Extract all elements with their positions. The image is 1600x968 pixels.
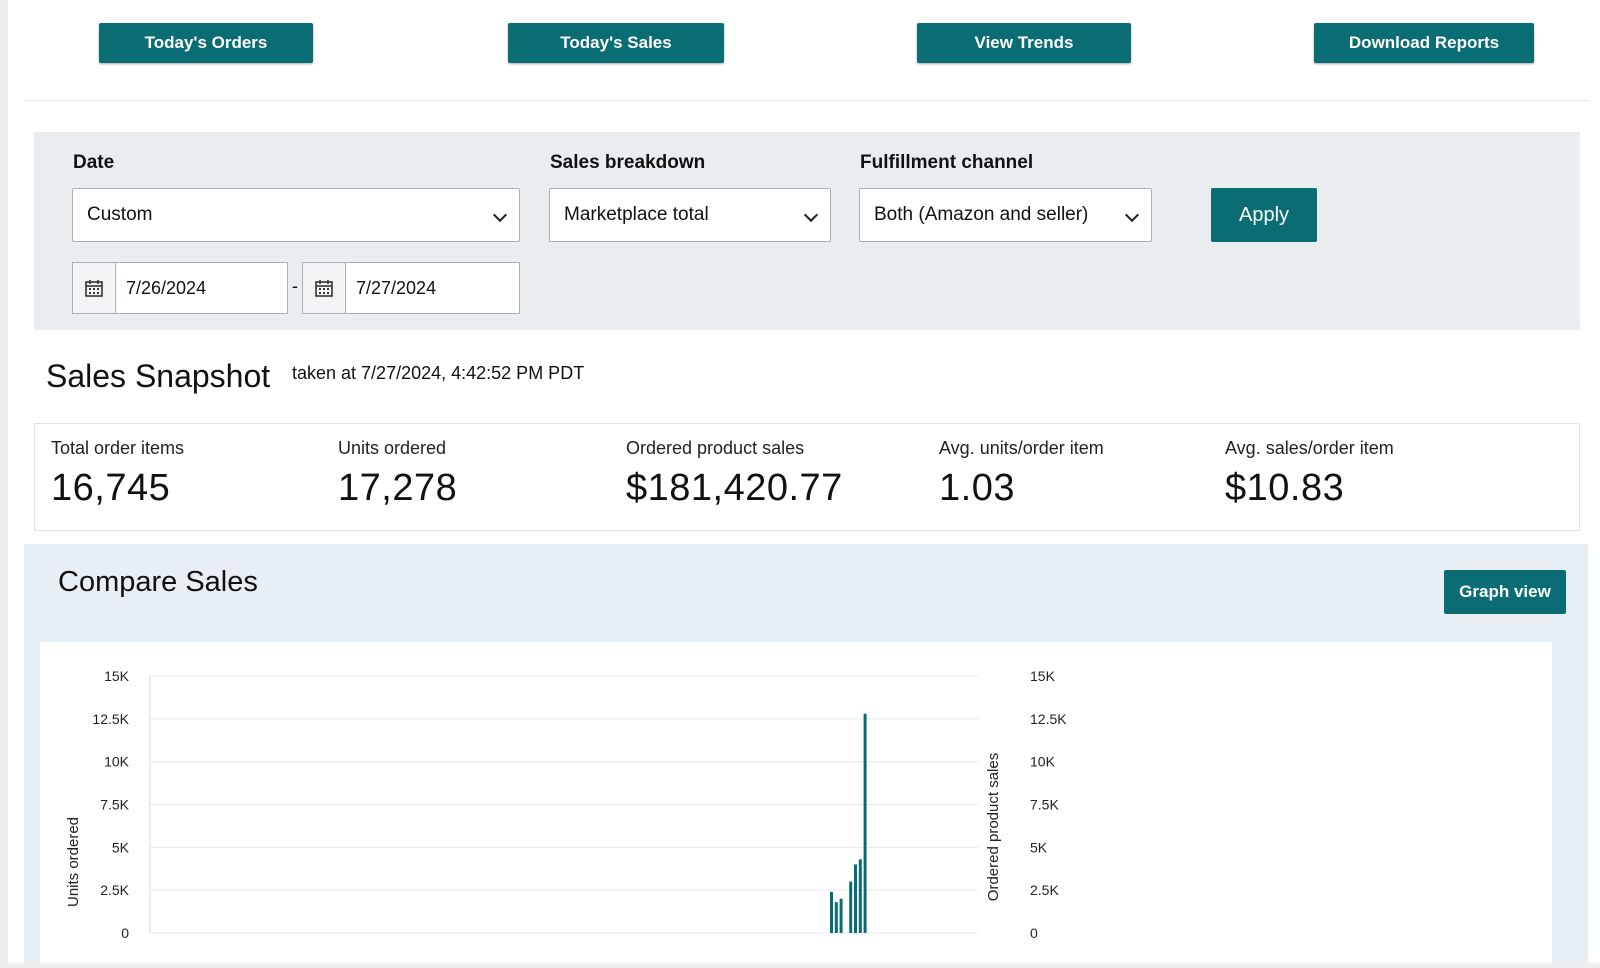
todays-sales-button[interactable]: Today's Sales [508,23,724,63]
fulfillment-channel-select[interactable]: Both (Amazon and seller) [859,188,1152,242]
snapshot-metrics: Total order items 16,745 Units ordered 1… [34,423,1580,531]
chart-bar[interactable] [834,902,838,933]
filter-panel: Date Sales breakdown Fulfillment channel… [34,132,1580,330]
sales-chart: 0 2.5K 5K 7.5K 10K 12.5K 15K 0 2.5K 5K 7.5K 10K 12.… [65,668,1067,941]
sales-snapshot-title: Sales Snapshot [46,358,271,394]
calendar-icon[interactable] [303,263,346,313]
start-date-field[interactable]: 7/26/2024 [72,262,288,314]
graph-view-button[interactable]: Graph view [1444,570,1566,614]
sales-breakdown-select[interactable]: Marketplace total [549,188,831,242]
fulfillment-channel-label: Fulfillment channel [860,152,1034,173]
y-axis-right-label: Ordered product sales [985,753,1002,901]
chart-bar[interactable] [839,898,843,933]
compare-sales-section: Compare Sales Graph view 0 2.5K 5K 7.5K 10K 1… [24,544,1588,963]
y-right-tick-label: 12.5K [1030,711,1067,727]
chevron-down-icon [1124,207,1140,223]
y-left-tick-label: 2.5K [100,882,129,898]
y-right-tick-label: 0 [1030,925,1038,941]
metric-label: Ordered product sales [626,438,805,458]
end-date-input[interactable]: 7/27/2024 [356,277,437,298]
y-right-tick-label: 7.5K [1030,797,1059,813]
page: Today's Orders Today's Sales View Trends… [8,0,1600,963]
start-date-input[interactable]: 7/26/2024 [126,277,207,298]
date-select[interactable]: Custom [72,188,520,242]
chart-bar[interactable] [849,881,853,933]
y-axis-left-label: Units ordered [65,817,82,907]
metric-ordered-product-sales: Ordered product sales $181,420.77 [626,438,843,510]
y-right-tick-label: 10K [1030,754,1056,770]
metric-units-ordered: Units ordered 17,278 [338,438,457,510]
download-reports-button[interactable]: Download Reports [1314,23,1534,63]
metric-value: $10.83 [1225,467,1345,509]
metric-value: $181,420.77 [626,467,843,509]
top-action-bar: Today's Orders Today's Sales View Trends… [24,4,1588,101]
chevron-down-icon [492,207,508,223]
snapshot-timestamp: taken at 7/27/2024, 4:42:52 PM PDT [292,363,585,383]
chart-bar[interactable] [858,859,862,933]
metric-value: 16,745 [51,467,171,509]
metric-value: 1.03 [939,467,1015,509]
metric-avg-units-per-order-item: Avg. units/order item 1.03 [939,438,1104,510]
compare-sales-title: Compare Sales [58,566,258,598]
sales-breakdown-label: Sales breakdown [550,152,706,173]
view-trends-button[interactable]: View Trends [917,23,1131,63]
chart-card: 0 2.5K 5K 7.5K 10K 12.5K 15K 0 2.5K 5K 7.5K 10K 12.… [40,642,1552,963]
metric-total-order-items: Total order items 16,745 [51,438,184,510]
y-left-tick-label: 12.5K [92,711,129,727]
chart-bar[interactable] [830,891,833,933]
date-select-value: Custom [87,204,153,225]
metric-value: 17,278 [338,467,458,509]
chevron-down-icon [803,207,819,223]
metric-label: Avg. sales/order item [1225,438,1394,458]
end-date-field[interactable]: 7/27/2024 [302,262,520,314]
y-left-tick-label: 0 [121,925,129,941]
date-label: Date [73,152,115,173]
y-right-tick-label: 15K [1030,668,1056,684]
metric-avg-sales-per-order-item: Avg. sales/order item $10.83 [1225,438,1394,510]
metric-label: Avg. units/order item [939,438,1104,458]
fulfillment-channel-value: Both (Amazon and seller) [874,204,1089,225]
y-left-tick-label: 10K [104,754,130,770]
y-right-tick-label: 5K [1030,839,1048,855]
date-range-separator: - [292,276,298,296]
chart-bar[interactable] [863,713,867,933]
y-left-tick-label: 7.5K [100,797,129,813]
apply-button[interactable]: Apply [1211,188,1317,242]
sales-breakdown-value: Marketplace total [564,204,709,225]
y-left-tick-label: 15K [104,668,130,684]
y-right-tick-label: 2.5K [1030,882,1059,898]
metric-label: Total order items [51,438,185,458]
calendar-icon[interactable] [73,263,116,313]
chart-bar[interactable] [854,864,857,933]
todays-orders-button[interactable]: Today's Orders [99,23,313,63]
y-left-tick-label: 5K [112,839,130,855]
metric-label: Units ordered [338,438,447,458]
